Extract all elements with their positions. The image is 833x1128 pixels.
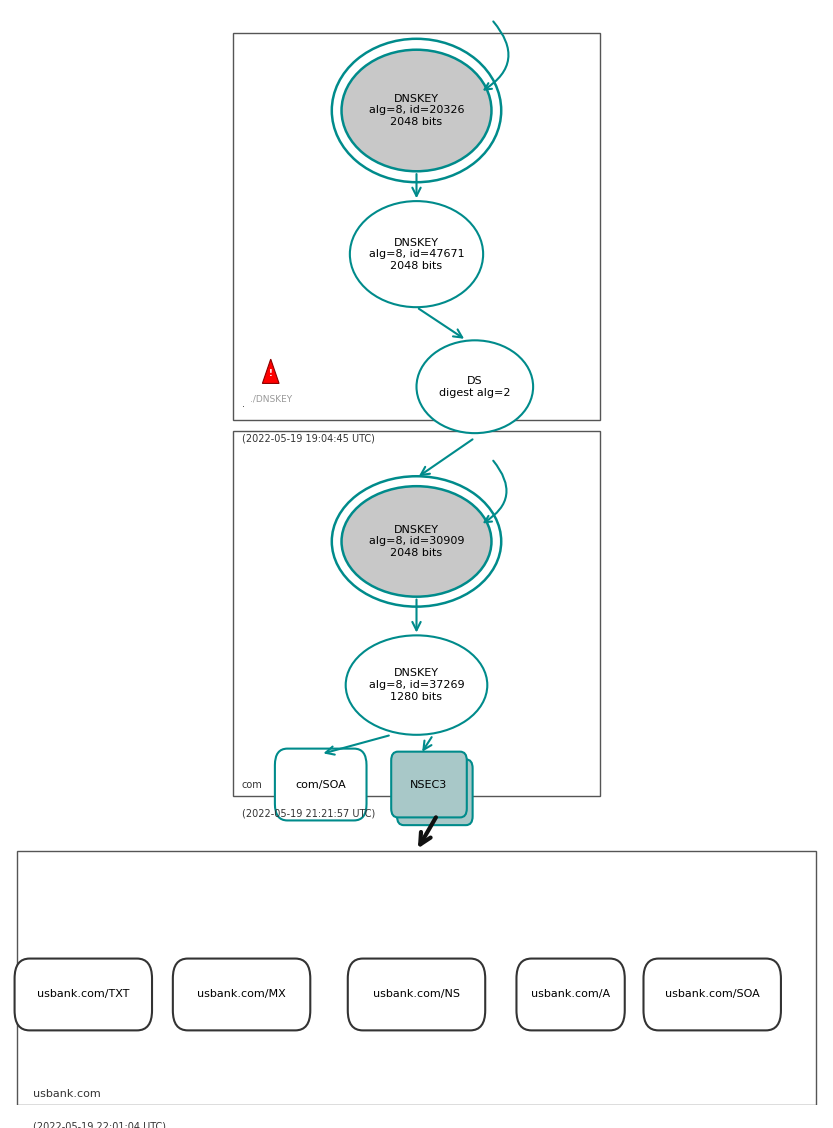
Text: DNSKEY
alg=8, id=20326
2048 bits: DNSKEY alg=8, id=20326 2048 bits (369, 94, 464, 127)
Text: usbank.com: usbank.com (33, 1090, 101, 1100)
FancyBboxPatch shape (392, 751, 466, 818)
Text: (2022-05-19 22:01:04 UTC): (2022-05-19 22:01:04 UTC) (33, 1121, 167, 1128)
FancyBboxPatch shape (643, 959, 781, 1030)
Text: DNSKEY
alg=8, id=30909
2048 bits: DNSKEY alg=8, id=30909 2048 bits (369, 525, 464, 558)
Polygon shape (262, 359, 279, 384)
FancyBboxPatch shape (397, 759, 472, 826)
Text: ./DNSKEY: ./DNSKEY (250, 395, 292, 404)
FancyBboxPatch shape (15, 959, 152, 1030)
Text: (2022-05-19 21:21:57 UTC): (2022-05-19 21:21:57 UTC) (242, 809, 375, 819)
Ellipse shape (350, 201, 483, 307)
Text: com: com (242, 781, 262, 790)
FancyBboxPatch shape (275, 749, 367, 820)
Text: (2022-05-19 19:04:45 UTC): (2022-05-19 19:04:45 UTC) (242, 433, 375, 443)
Text: usbank.com/A: usbank.com/A (531, 989, 610, 999)
Ellipse shape (416, 341, 533, 433)
Text: !: ! (269, 369, 272, 378)
Ellipse shape (342, 50, 491, 171)
Text: DNSKEY
alg=8, id=47671
2048 bits: DNSKEY alg=8, id=47671 2048 bits (369, 238, 464, 271)
Text: usbank.com/TXT: usbank.com/TXT (37, 989, 129, 999)
Text: .: . (242, 399, 245, 408)
Text: usbank.com/NS: usbank.com/NS (373, 989, 460, 999)
Text: usbank.com/SOA: usbank.com/SOA (665, 989, 760, 999)
Text: com/SOA: com/SOA (296, 779, 346, 790)
Text: NSEC3: NSEC3 (411, 779, 447, 790)
Text: usbank.com/MX: usbank.com/MX (197, 989, 286, 999)
FancyBboxPatch shape (516, 959, 625, 1030)
Ellipse shape (346, 635, 487, 734)
Text: DS
digest alg=2: DS digest alg=2 (439, 376, 511, 397)
FancyBboxPatch shape (172, 959, 310, 1030)
Text: DNSKEY
alg=8, id=37269
1280 bits: DNSKEY alg=8, id=37269 1280 bits (369, 669, 464, 702)
FancyBboxPatch shape (347, 959, 485, 1030)
Ellipse shape (342, 486, 491, 597)
